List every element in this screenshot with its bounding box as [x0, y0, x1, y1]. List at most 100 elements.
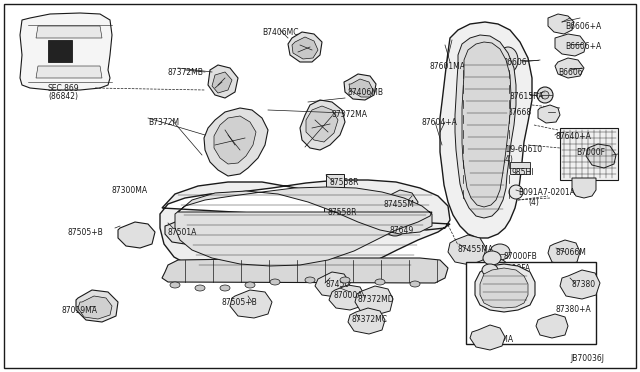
Polygon shape: [448, 235, 486, 265]
Text: 87601MA: 87601MA: [430, 62, 466, 71]
Text: JB70036J: JB70036J: [570, 354, 604, 363]
Text: 87668: 87668: [508, 108, 532, 117]
Polygon shape: [475, 264, 535, 312]
Text: 08919-60610: 08919-60610: [492, 145, 543, 154]
Polygon shape: [306, 106, 338, 142]
Polygon shape: [536, 314, 568, 338]
Text: B7000F: B7000F: [576, 148, 605, 157]
Polygon shape: [36, 66, 102, 78]
Ellipse shape: [195, 285, 205, 291]
Ellipse shape: [340, 277, 350, 283]
Polygon shape: [36, 26, 102, 38]
Text: 87062: 87062: [479, 298, 503, 307]
Text: 87372MD: 87372MD: [358, 295, 395, 304]
Polygon shape: [118, 222, 155, 248]
Polygon shape: [76, 290, 118, 322]
Text: 87450: 87450: [325, 280, 349, 289]
Polygon shape: [160, 180, 450, 281]
Bar: [324, 205, 342, 219]
Text: 985HI: 985HI: [512, 168, 534, 177]
Polygon shape: [560, 270, 600, 299]
Ellipse shape: [541, 91, 549, 99]
Text: 87501A: 87501A: [168, 228, 197, 237]
Polygon shape: [78, 296, 112, 319]
Polygon shape: [20, 13, 112, 90]
Polygon shape: [329, 285, 365, 310]
Polygon shape: [480, 268, 528, 308]
Text: 87372MB: 87372MB: [168, 68, 204, 77]
Polygon shape: [348, 308, 385, 334]
Text: (4): (4): [502, 155, 513, 164]
Polygon shape: [440, 22, 532, 238]
Text: SEC.869: SEC.869: [48, 84, 79, 93]
Polygon shape: [355, 286, 393, 315]
Polygon shape: [555, 58, 584, 78]
Text: 87300MA: 87300MA: [112, 186, 148, 195]
Polygon shape: [586, 144, 616, 168]
Polygon shape: [208, 65, 238, 98]
Polygon shape: [214, 116, 256, 164]
Ellipse shape: [489, 259, 507, 273]
Polygon shape: [165, 220, 198, 244]
Polygon shape: [349, 79, 373, 97]
Ellipse shape: [410, 281, 420, 287]
Ellipse shape: [170, 282, 180, 288]
Polygon shape: [538, 105, 560, 123]
Text: 87505+B: 87505+B: [222, 298, 258, 307]
Text: 87558R: 87558R: [328, 208, 358, 217]
Bar: [560, 128, 618, 180]
Bar: [48, 40, 72, 62]
Text: 87372MC: 87372MC: [352, 315, 388, 324]
Polygon shape: [455, 35, 516, 218]
Text: B7372M: B7372M: [148, 118, 179, 127]
Polygon shape: [162, 258, 448, 283]
Text: 87615RA: 87615RA: [510, 92, 545, 101]
Polygon shape: [470, 325, 505, 350]
Text: 87063: 87063: [480, 285, 504, 294]
Text: 87455M: 87455M: [384, 200, 415, 209]
Text: (86842): (86842): [48, 92, 78, 101]
Ellipse shape: [537, 87, 553, 103]
Bar: [326, 174, 344, 188]
Text: 87640+A: 87640+A: [556, 132, 592, 141]
Ellipse shape: [245, 282, 255, 288]
Bar: [510, 162, 530, 174]
Text: 87604+A: 87604+A: [422, 118, 458, 127]
Polygon shape: [292, 37, 318, 59]
Text: B091A7-0201A: B091A7-0201A: [518, 188, 575, 197]
Text: 87000A: 87000A: [334, 291, 364, 300]
Polygon shape: [344, 74, 376, 100]
Polygon shape: [384, 190, 418, 217]
Text: 87372MA: 87372MA: [332, 110, 368, 119]
Text: 87505+B: 87505+B: [68, 228, 104, 237]
Polygon shape: [548, 240, 580, 266]
Text: (4): (4): [528, 198, 539, 207]
Ellipse shape: [375, 279, 385, 285]
Ellipse shape: [305, 277, 315, 283]
Text: 87380: 87380: [572, 280, 596, 289]
Polygon shape: [572, 178, 596, 198]
Ellipse shape: [220, 285, 230, 291]
Polygon shape: [300, 100, 345, 150]
Ellipse shape: [490, 244, 510, 260]
Polygon shape: [212, 72, 232, 93]
Ellipse shape: [482, 264, 498, 276]
Text: 87380+A: 87380+A: [556, 305, 592, 314]
Text: B6606: B6606: [558, 68, 582, 77]
Polygon shape: [288, 32, 322, 62]
Polygon shape: [555, 34, 586, 56]
Text: B7406MC: B7406MC: [262, 28, 298, 37]
Text: 87019MA: 87019MA: [62, 306, 98, 315]
Polygon shape: [548, 14, 574, 34]
Polygon shape: [462, 42, 511, 207]
Polygon shape: [230, 290, 272, 318]
Text: N: N: [491, 143, 496, 148]
Polygon shape: [175, 187, 432, 266]
Text: B6606: B6606: [502, 58, 527, 67]
Polygon shape: [315, 272, 350, 297]
Text: 87000FA: 87000FA: [498, 264, 531, 273]
Text: 87000FB: 87000FB: [504, 252, 538, 261]
Ellipse shape: [484, 136, 508, 160]
Text: 87455MA: 87455MA: [458, 245, 494, 254]
Text: 87066MA: 87066MA: [478, 335, 514, 344]
